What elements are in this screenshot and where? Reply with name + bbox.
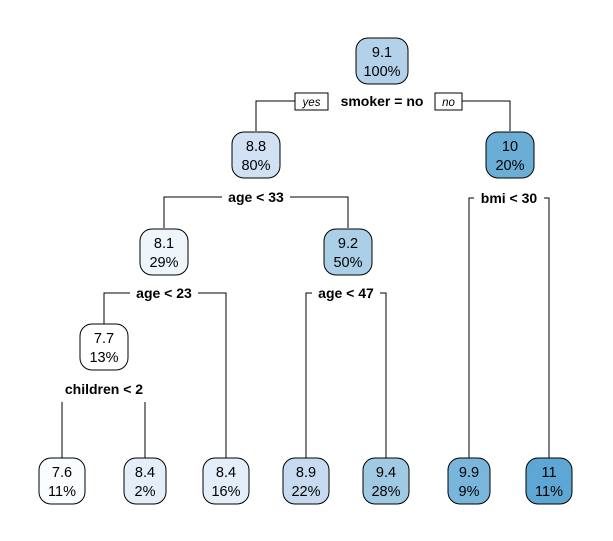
- edge-root-left: [255, 100, 300, 131]
- edge-age23-left: [103, 292, 131, 324]
- node-box: [79, 323, 129, 371]
- node-value: 8.4: [216, 465, 236, 481]
- split-label-children-2: children < 2: [65, 381, 143, 397]
- branch-yes-box: yes: [294, 92, 329, 111]
- branch-yes-label: yes: [302, 97, 321, 109]
- node-box: [525, 457, 573, 505]
- split-label-root: smoker = no: [341, 93, 424, 109]
- node-box: [447, 457, 491, 505]
- node-percent: 11%: [48, 484, 76, 500]
- split-label-age-23: age < 23: [136, 285, 192, 301]
- node-value: 7.6: [52, 465, 72, 481]
- node-value: 8.4: [135, 465, 155, 481]
- node-percent: 20%: [495, 158, 524, 174]
- node-value: 9.4: [376, 465, 396, 481]
- node-age-lt-23[interactable]: 7.713%: [79, 323, 129, 371]
- node-box: [282, 457, 330, 505]
- split-label-bmi-30: bmi < 30: [481, 190, 538, 206]
- node-percent: 9%: [459, 484, 480, 500]
- edge-age33-right: [288, 196, 349, 228]
- edge-root-right: [460, 100, 511, 131]
- split-labels: smoker = no age < 33 bmi < 30 age < 23 a…: [65, 92, 544, 397]
- node-smoker-no[interactable]: 8.880%: [231, 131, 281, 179]
- node-box: [231, 131, 281, 179]
- node-percent: 100%: [363, 64, 400, 80]
- edge-age33-left: [163, 196, 224, 228]
- node-value: 9.1: [372, 45, 392, 61]
- node-box: [123, 457, 167, 505]
- node-value: 7.7: [94, 331, 114, 347]
- branch-no-label: no: [442, 97, 455, 109]
- node-value: 9.2: [338, 236, 358, 252]
- node-value: 8.8: [246, 139, 266, 155]
- tree-edges: [61, 100, 550, 458]
- leaf-node[interactable]: 7.611%: [38, 457, 86, 505]
- node-percent: 16%: [211, 484, 240, 500]
- leaf-node[interactable]: 9.428%: [362, 457, 410, 505]
- split-label-age-33: age < 33: [228, 189, 284, 205]
- node-box: [323, 228, 373, 276]
- node-box: [139, 228, 189, 276]
- node-percent: 29%: [149, 255, 178, 271]
- node-percent: 80%: [241, 158, 270, 174]
- leaf-node[interactable]: 8.922%: [282, 457, 330, 505]
- edge-bmi30-left: [468, 197, 474, 458]
- leaf-node[interactable]: 8.416%: [202, 457, 250, 505]
- node-value: 8.1: [154, 236, 174, 252]
- edge-bmi30-right: [544, 197, 550, 458]
- branch-no-box: no: [434, 92, 463, 111]
- leaf-node[interactable]: 9.99%: [447, 457, 491, 505]
- leaf-node[interactable]: 8.42%: [123, 457, 167, 505]
- node-box: [202, 457, 250, 505]
- node-percent: 28%: [371, 484, 400, 500]
- edge-age47-right: [378, 292, 387, 458]
- node-value: 8.9: [296, 465, 316, 481]
- node-percent: 11%: [535, 484, 563, 500]
- split-label-age-47: age < 47: [318, 285, 374, 301]
- node-percent: 2%: [135, 484, 156, 500]
- node-value: 11: [541, 465, 556, 481]
- node-percent: 22%: [291, 484, 320, 500]
- node-box: [362, 457, 410, 505]
- node-root[interactable]: 9.1 100%: [355, 37, 409, 85]
- node-age-lt-33[interactable]: 8.129%: [139, 228, 189, 276]
- node-percent: 13%: [89, 350, 118, 366]
- edge-age23-right: [197, 292, 227, 458]
- node-age-ge-33[interactable]: 9.250%: [323, 228, 373, 276]
- node-percent: 50%: [333, 255, 362, 271]
- node-box: [485, 131, 535, 179]
- node-value: 9.9: [459, 465, 479, 481]
- edge-age47-left: [305, 292, 313, 458]
- node-box: [355, 37, 409, 85]
- node-value: 10: [502, 139, 518, 155]
- node-box: [38, 457, 86, 505]
